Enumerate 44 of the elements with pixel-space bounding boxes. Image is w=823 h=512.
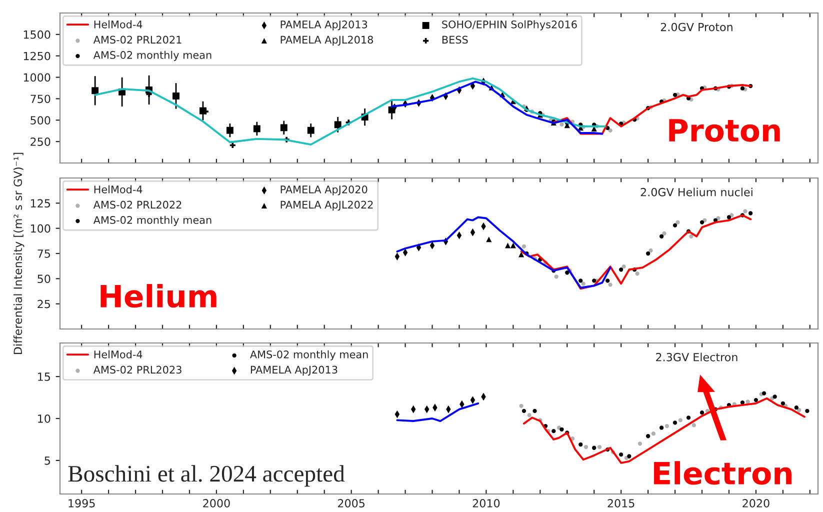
x-tick-label: 2005 — [338, 499, 364, 508]
legend-label: HelMod-4 — [94, 350, 142, 358]
legend-label: AMS-02 PRL2023 — [93, 366, 182, 374]
y-axis-title: Differential Intensity [(m² s sr GV)⁻¹] — [13, 152, 24, 354]
y-tick-label: 25 — [38, 300, 50, 308]
annotation: Electron — [654, 461, 792, 485]
legend-label: PAMELA ApJL2018 — [280, 36, 374, 46]
x-tick-label: 2020 — [742, 499, 770, 508]
text: 2.0GV Proton — [660, 22, 732, 32]
y-tick-label: 1250 — [24, 52, 50, 60]
annotation: Proton — [669, 119, 780, 142]
legend-label: AMS-02 monthly mean — [93, 50, 212, 61]
y-tick-label: 10 — [38, 414, 50, 423]
legend-label: PAMELA ApJL2022 — [280, 200, 373, 211]
text: 2.0GV Helium nuclei — [640, 188, 752, 196]
legend-label: AMS-02 PRL2022 — [93, 200, 182, 209]
y-tick-label: 500 — [30, 116, 50, 125]
y-tick-label: 1000 — [24, 73, 50, 82]
legend-label: PAMELA ApJ2013 — [250, 366, 338, 376]
x-tick-label: 2000 — [203, 499, 230, 508]
y-tick-label: 15 — [38, 372, 50, 381]
legend-label: PAMELA ApJ2020 — [280, 185, 368, 196]
y-tick-label: 250 — [30, 138, 50, 146]
annotation: Boschini et al. 2024 accepted — [68, 465, 345, 487]
x-tick-label: 2010 — [472, 499, 500, 508]
legend-label: HelMod-4 — [94, 20, 142, 28]
y-tick-label: 5 — [44, 456, 50, 465]
x-tick-label: 1995 — [68, 499, 95, 508]
legend-label: AMS-02 monthly mean — [250, 350, 368, 360]
x-tick-label: 2015 — [608, 499, 634, 508]
legend-label: PAMELA ApJ2013 — [280, 20, 368, 30]
annotation: Helium — [100, 284, 216, 308]
legend-label: HelMod-4 — [94, 185, 142, 194]
y-tick-label: 750 — [30, 94, 50, 104]
y-tick-label: 75 — [38, 250, 50, 258]
legend-label: BESS — [442, 36, 468, 44]
legend-label: SOHO/EPHIN SolPhys2016 — [442, 20, 577, 30]
y-tick-label: 100 — [30, 224, 50, 233]
legend-label: AMS-02 PRL2021 — [93, 36, 182, 44]
y-tick-label: 50 — [38, 274, 50, 284]
legend-label: AMS-02 monthly mean — [93, 216, 212, 226]
text: 2.3GV Electron — [656, 352, 738, 362]
y-tick-label: 1500 — [24, 30, 50, 39]
y-tick-label: 125 — [30, 199, 50, 208]
